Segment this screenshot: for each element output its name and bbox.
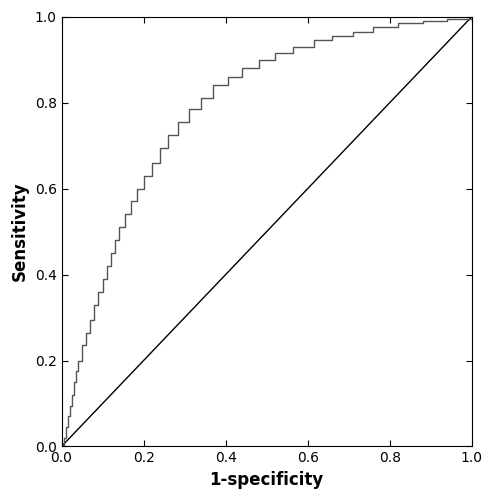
Y-axis label: Sensitivity: Sensitivity	[11, 182, 29, 282]
X-axis label: 1-specificity: 1-specificity	[209, 471, 324, 489]
